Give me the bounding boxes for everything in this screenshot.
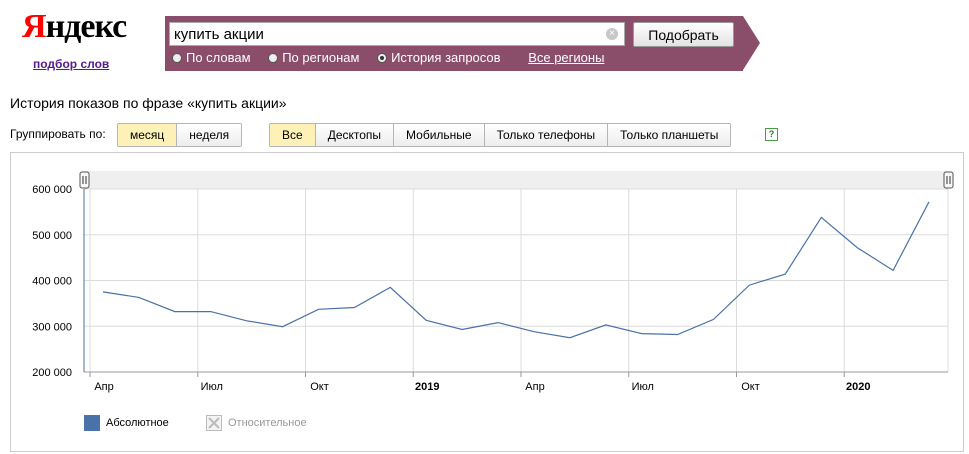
range-handle-right[interactable] — [943, 171, 954, 189]
device-phones-button[interactable]: Только телефоны — [483, 124, 608, 146]
logo-subtitle-link[interactable]: подбор слов — [33, 57, 110, 71]
radio-checked-icon[interactable] — [377, 53, 388, 63]
y-tick-label: 300 000 — [32, 321, 72, 333]
group-by-label: Группировать по: — [10, 127, 106, 141]
device-tablets-button[interactable]: Только планшеты — [607, 124, 731, 146]
x-tick-label: Июл — [632, 381, 654, 393]
page-title: История показов по фразе «купить акции» — [10, 95, 287, 111]
series-line-absolute — [102, 201, 930, 339]
x-tick-label: Апр — [525, 381, 544, 393]
range-handle-left[interactable] — [79, 171, 90, 189]
y-tick-label: 400 000 — [32, 276, 72, 288]
y-tick-label: 200 000 — [32, 367, 72, 379]
radio-by-regions[interactable]: По регионам — [268, 50, 359, 65]
search-input[interactable] — [170, 23, 594, 45]
x-tick-label: Окт — [310, 381, 329, 393]
x-tick-label: 2019 — [415, 381, 439, 393]
legend-item-relative[interactable]: Относительное — [206, 415, 307, 431]
y-tick-label: 500 000 — [32, 230, 72, 242]
y-axis: 200 000 300 000 400 000 500 000 600 000 — [32, 184, 72, 379]
clear-icon[interactable]: × — [606, 28, 618, 40]
device-all-button[interactable]: Все — [270, 124, 315, 146]
device-desktop-button[interactable]: Десктопы — [314, 124, 394, 146]
mode-radios: По словам По регионам История запросов В… — [172, 50, 604, 65]
group-week-button[interactable]: неделя — [176, 124, 242, 146]
x-tick-label: Июл — [201, 381, 223, 393]
x-tick-label: 2020 — [846, 381, 870, 393]
group-month-button[interactable]: месяц — [118, 124, 177, 146]
x-axis: Апр Июл Окт 2019 Апр Июл Окт 2020 — [94, 381, 870, 393]
group-by-toggle: месяц неделя — [117, 123, 243, 147]
submit-button[interactable]: Подобрать — [633, 22, 734, 47]
legend-item-absolute[interactable]: Абсолютное — [84, 415, 169, 431]
all-regions-link[interactable]: Все регионы — [528, 50, 605, 65]
yandex-logo[interactable]: Яндекс подбор слов — [22, 8, 127, 72]
chart-container — [10, 152, 964, 452]
legend-label-absolute: Абсолютное — [106, 417, 169, 429]
x-tick-label: Окт — [741, 381, 760, 393]
legend-disabled-icon — [206, 415, 222, 431]
help-icon[interactable]: ? — [765, 128, 778, 141]
search-panel-arrow — [743, 16, 760, 70]
radio-icon[interactable] — [172, 53, 182, 63]
radio-by-words[interactable]: По словам — [172, 50, 251, 65]
range-navigator[interactable] — [84, 171, 948, 189]
device-mobile-button[interactable]: Мобильные — [393, 124, 484, 146]
logo-text: Яндекс — [22, 8, 127, 45]
x-tick-label: Апр — [94, 381, 113, 393]
chart-grid — [83, 188, 949, 377]
legend-label-relative: Относительное — [228, 417, 307, 429]
y-tick-label: 600 000 — [32, 184, 72, 196]
radio-query-history[interactable]: История запросов — [377, 50, 501, 65]
handle-body[interactable] — [943, 171, 954, 189]
legend-swatch-absolute — [84, 415, 100, 431]
handle-body[interactable] — [79, 171, 90, 189]
device-filter: Все Десктопы Мобильные Только телефоны Т… — [269, 123, 732, 147]
radio-icon[interactable] — [268, 53, 279, 63]
search-field[interactable]: × — [169, 22, 625, 46]
